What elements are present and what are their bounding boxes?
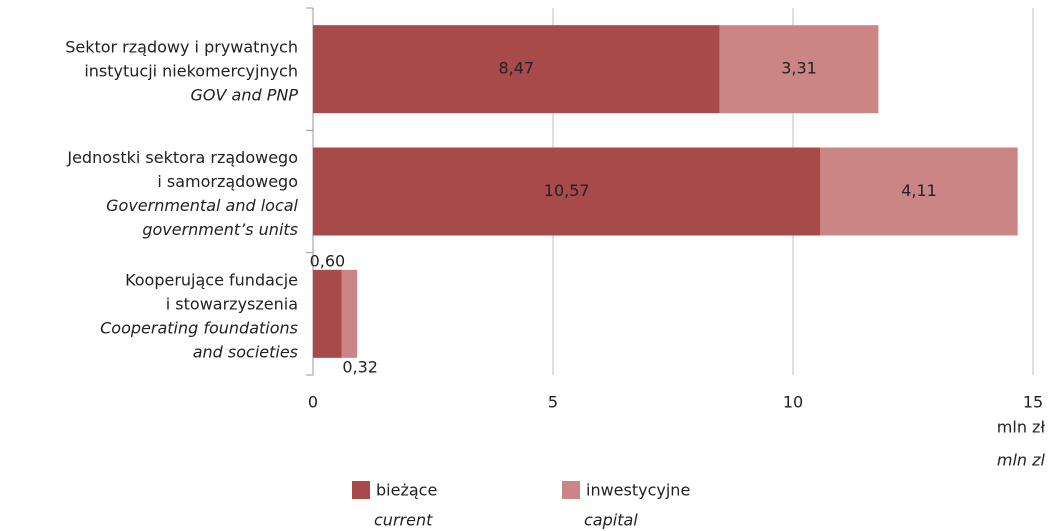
value-label: 10,57 xyxy=(544,181,590,200)
category-label-en: and societies xyxy=(193,342,298,361)
category-label: Jednostki sektora rządowego xyxy=(66,148,298,167)
value-label: 0,32 xyxy=(342,357,378,376)
x-tick-label: 5 xyxy=(548,393,558,412)
x-axis-label: mln zł xyxy=(997,418,1046,437)
category-label-en: government’s units xyxy=(142,220,298,239)
category-label-en: Governmental and local xyxy=(106,196,298,215)
x-tick-label: 10 xyxy=(783,393,803,412)
value-label: 0,60 xyxy=(310,251,346,270)
value-label: 3,31 xyxy=(781,59,817,78)
legend-label-en: current xyxy=(374,511,433,530)
legend-label: bieżące xyxy=(376,481,437,500)
bar-segment xyxy=(313,147,821,236)
bar-segment xyxy=(719,25,879,114)
category-label-en: Cooperating foundations xyxy=(100,318,298,337)
bar-segment xyxy=(313,269,342,358)
category-label: i samorządowego xyxy=(157,172,298,191)
bar-segment xyxy=(341,269,358,358)
x-tick-label: 15 xyxy=(1023,393,1043,412)
bar-segment xyxy=(820,147,1018,236)
legend-label: inwestycyjne xyxy=(586,481,690,500)
category-label: Kooperujące fundacje xyxy=(125,270,298,289)
category-label-en: GOV and PNP xyxy=(191,86,299,105)
category-label: i stowarzyszenia xyxy=(166,294,298,313)
bar-segment xyxy=(313,25,720,114)
value-label: 8,47 xyxy=(498,59,534,78)
category-label: instytucji niekomercyjnych xyxy=(84,62,298,81)
value-label: 4,11 xyxy=(901,181,937,200)
legend-label-en: capital xyxy=(584,511,638,530)
legend-swatch xyxy=(562,481,580,499)
x-tick-label: 0 xyxy=(308,393,318,412)
legend-swatch xyxy=(352,481,370,499)
x-axis-label-en: mln zl xyxy=(997,451,1046,470)
category-label: Sektor rządowy i prywatnych xyxy=(65,38,298,57)
